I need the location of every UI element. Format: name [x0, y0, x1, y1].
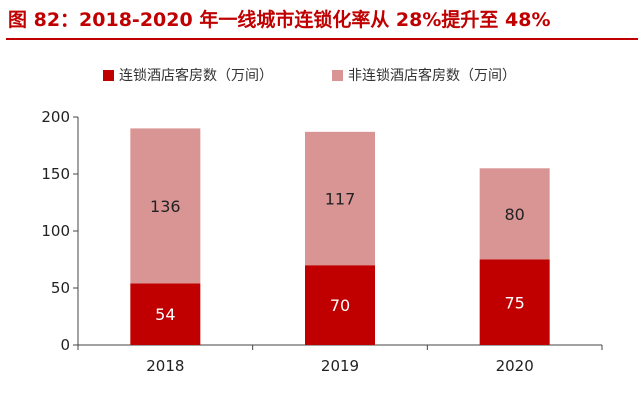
y-tick-label: 150	[41, 165, 70, 183]
data-label: 75	[504, 293, 524, 312]
bar-chain	[479, 259, 550, 345]
data-label: 136	[150, 197, 181, 216]
data-label: 117	[325, 190, 356, 209]
title-underline	[6, 38, 638, 40]
legend-label: 连锁酒店客房数（万间）	[119, 67, 273, 84]
figure-title: 图 82：2018-2020 年一线城市连锁化率从 28%提升至 48%	[8, 9, 551, 31]
data-label: 80	[504, 205, 524, 224]
y-tick-label: 100	[41, 222, 70, 240]
legend-label: 非连锁酒店客房数（万间）	[348, 67, 516, 84]
x-tick-label: 2019	[321, 357, 359, 375]
y-tick-label: 200	[41, 108, 70, 126]
legend-swatch	[103, 70, 114, 81]
bar-chain	[305, 265, 375, 345]
x-tick-label: 2018	[146, 357, 184, 375]
bar-non-chain	[130, 128, 201, 284]
bar-non-chain	[479, 168, 550, 260]
data-label: 54	[155, 305, 175, 324]
bar-non-chain	[305, 131, 375, 266]
x-tick-label: 2020	[496, 357, 534, 375]
bar-chain	[130, 283, 201, 345]
y-tick-label: 0	[60, 336, 70, 354]
data-label: 70	[330, 296, 350, 315]
y-tick-label: 50	[51, 279, 70, 297]
legend-swatch	[332, 70, 343, 81]
